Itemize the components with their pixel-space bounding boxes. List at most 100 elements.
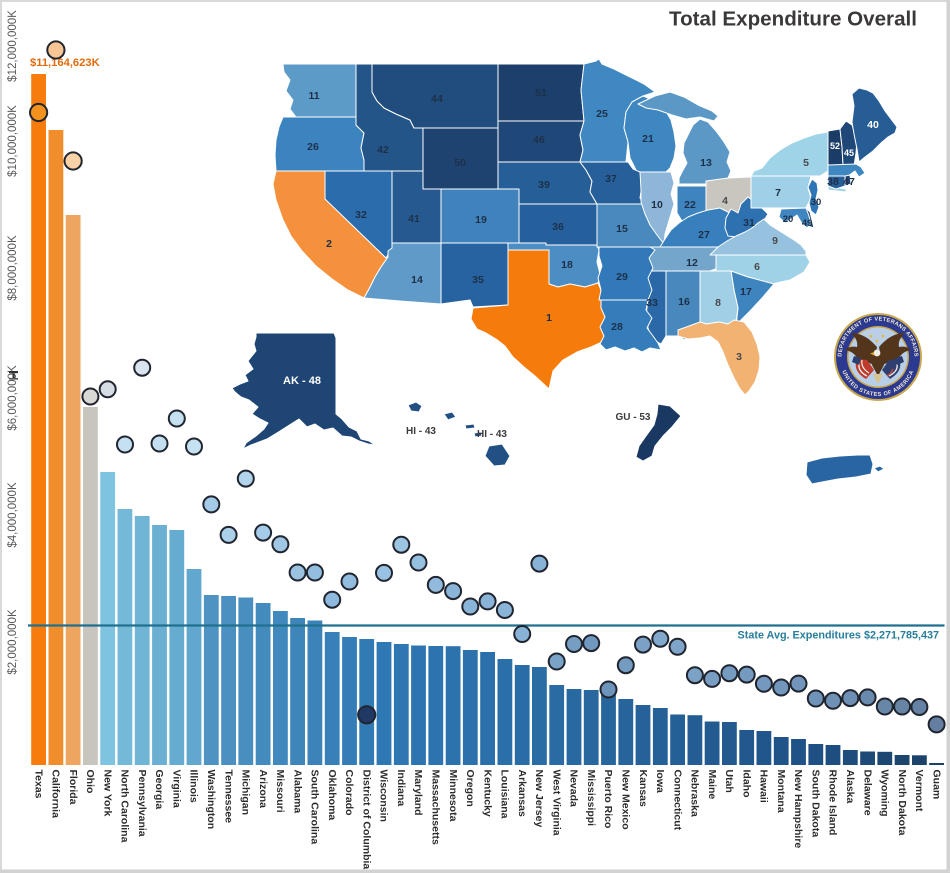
svg-text:26: 26 — [307, 141, 319, 153]
svg-text:Alabama: Alabama — [291, 770, 303, 814]
svg-text:Illinois: Illinois — [188, 770, 200, 803]
svg-text:39: 39 — [538, 179, 550, 191]
svg-text:GU - 53: GU - 53 — [615, 412, 650, 423]
svg-text:Maryland: Maryland — [412, 770, 424, 816]
svg-text:Wisconsin: Wisconsin — [378, 770, 390, 822]
svg-text:Massachusetts: Massachusetts — [430, 770, 442, 845]
svg-text:South Dakota: South Dakota — [810, 770, 822, 838]
svg-text:Montana: Montana — [775, 770, 787, 813]
svg-text:1: 1 — [546, 312, 552, 324]
svg-text:Minnesota: Minnesota — [447, 770, 459, 822]
svg-text:44: 44 — [431, 93, 443, 105]
svg-text:20: 20 — [783, 214, 794, 225]
svg-text:★: ★ — [868, 333, 873, 340]
svg-text:16: 16 — [678, 296, 690, 308]
svg-text:North Dakota: North Dakota — [896, 770, 908, 836]
svg-text:8: 8 — [715, 297, 721, 309]
svg-text:New York: New York — [101, 770, 113, 817]
svg-text:$11,164,623K: $11,164,623K — [30, 57, 100, 69]
svg-text:47: 47 — [843, 176, 855, 188]
svg-text:Vermont: Vermont — [913, 770, 925, 813]
svg-text:12: 12 — [686, 257, 698, 269]
svg-text:Iowa: Iowa — [654, 770, 666, 793]
svg-text:52: 52 — [830, 141, 840, 151]
svg-text:Alaska: Alaska — [844, 770, 856, 804]
svg-text:Tennessee: Tennessee — [222, 770, 234, 824]
svg-text:Indiana: Indiana — [395, 770, 407, 807]
svg-text:13: 13 — [700, 157, 712, 169]
svg-text:West Virginia: West Virginia — [550, 770, 562, 836]
svg-text:North Carolina: North Carolina — [119, 770, 131, 843]
svg-text:22: 22 — [684, 199, 696, 211]
svg-text:★: ★ — [880, 333, 885, 340]
svg-text:HI - 43: HI - 43 — [477, 429, 507, 440]
svg-text:HI - 43: HI - 43 — [406, 426, 436, 437]
svg-text:Rhode Island: Rhode Island — [827, 770, 839, 836]
svg-text:15: 15 — [616, 223, 628, 235]
svg-text:33: 33 — [646, 297, 658, 309]
svg-text:18: 18 — [561, 259, 573, 271]
svg-text:California: California — [50, 770, 62, 819]
svg-text:Arizona: Arizona — [257, 770, 269, 809]
svg-text:Kentucky: Kentucky — [481, 770, 493, 817]
svg-text:3: 3 — [736, 351, 742, 363]
svg-text:2: 2 — [326, 238, 332, 250]
svg-text:Delaware: Delaware — [861, 770, 873, 816]
svg-text:$4,000,000K: $4,000,000K — [7, 482, 19, 548]
svg-text:25: 25 — [596, 108, 608, 120]
svg-text:Colorado: Colorado — [343, 770, 355, 816]
svg-text:27: 27 — [698, 229, 710, 241]
svg-text:Michigan: Michigan — [240, 770, 252, 816]
svg-text:State Avg. Expenditures $2,271: State Avg. Expenditures $2,271,785,437 — [738, 630, 939, 642]
svg-text:50: 50 — [454, 157, 466, 169]
svg-text:5: 5 — [803, 157, 809, 169]
svg-text:51: 51 — [535, 87, 547, 99]
svg-text:Missouri: Missouri — [274, 770, 286, 813]
svg-text:4: 4 — [722, 195, 728, 207]
svg-text:★: ★ — [874, 338, 879, 345]
svg-text:Nebraska: Nebraska — [689, 770, 701, 817]
svg-text:$2,000,000K: $2,000,000K — [7, 609, 19, 675]
svg-text:Georgia: Georgia — [153, 770, 165, 810]
svg-text:35: 35 — [472, 274, 484, 286]
svg-text:46: 46 — [533, 134, 545, 146]
svg-text:$6,000,000K: $6,000,000K — [7, 365, 19, 431]
svg-text:Florida: Florida — [67, 770, 79, 805]
svg-text:Utah: Utah — [723, 770, 735, 793]
svg-text:New Jersey: New Jersey — [533, 770, 545, 828]
svg-text:29: 29 — [616, 271, 628, 283]
svg-text:41: 41 — [408, 213, 420, 225]
svg-text:$10,000,000K: $10,000,000K — [7, 105, 19, 177]
svg-text:Ohio: Ohio — [84, 770, 96, 794]
svg-text:Connecticut: Connecticut — [671, 770, 683, 831]
svg-text:Nevada: Nevada — [568, 770, 580, 808]
svg-text:Hawaii: Hawaii — [758, 770, 770, 803]
svg-text:49: 49 — [802, 218, 813, 229]
svg-text:30: 30 — [811, 197, 822, 208]
svg-text:38: 38 — [827, 176, 839, 188]
svg-text:Idaho: Idaho — [740, 770, 752, 798]
svg-text:37: 37 — [605, 173, 617, 185]
svg-text:New Hampshire: New Hampshire — [792, 770, 804, 849]
svg-text:21: 21 — [642, 133, 654, 145]
svg-text:Pennsylvania: Pennsylvania — [136, 770, 148, 837]
svg-text:40: 40 — [867, 119, 879, 131]
svg-text:32: 32 — [355, 209, 367, 221]
svg-text:District of Columbia: District of Columbia — [360, 770, 372, 870]
svg-text:AK - 48: AK - 48 — [283, 375, 321, 387]
svg-text:Total Expenditure Overall: Total Expenditure Overall — [669, 8, 917, 31]
svg-text:Oregon: Oregon — [464, 770, 476, 807]
svg-text:Guam: Guam — [930, 770, 942, 800]
svg-text:Louisiana: Louisiana — [499, 770, 511, 819]
svg-text:Virginia: Virginia — [171, 770, 183, 808]
svg-text:$12,000,000K: $12,000,000K — [7, 10, 19, 82]
svg-text:Texas: Texas — [32, 770, 44, 799]
svg-text:14: 14 — [411, 274, 423, 286]
svg-text:South Carolina: South Carolina — [309, 770, 321, 845]
svg-text:Washington: Washington — [205, 770, 217, 830]
svg-text:42: 42 — [377, 144, 389, 156]
svg-text:New Mexico: New Mexico — [620, 770, 632, 830]
svg-text:$8,000,000K: $8,000,000K — [7, 235, 19, 301]
svg-text:17: 17 — [740, 286, 752, 298]
svg-text:45: 45 — [844, 148, 854, 158]
